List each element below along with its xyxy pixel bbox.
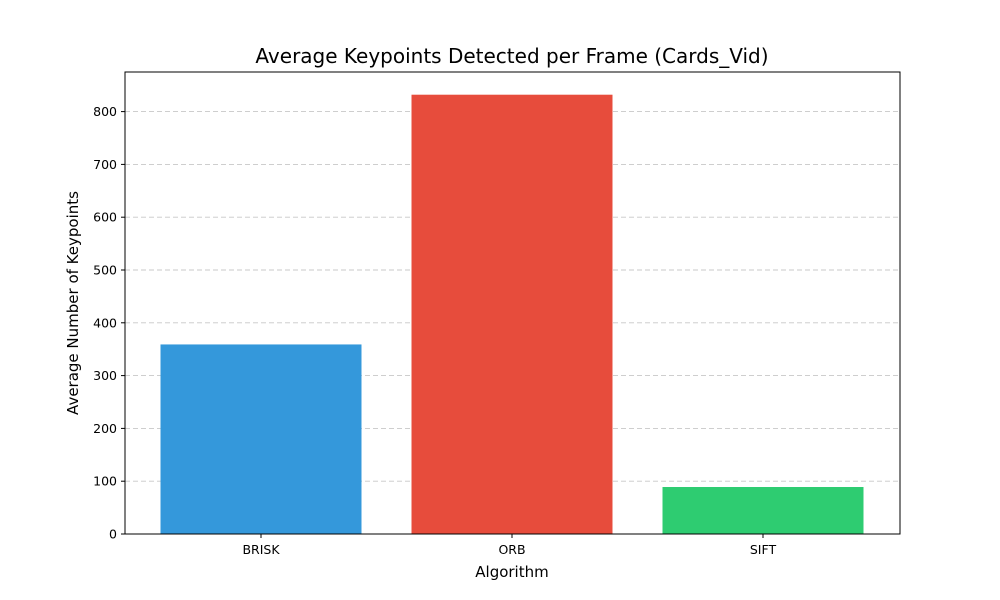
chart-title: Average Keypoints Detected per Frame (Ca… [255, 44, 768, 68]
y-tick-label: 800 [93, 104, 117, 119]
y-axis-ticks: 0 100 200 300 400 500 600 700 800 [93, 104, 125, 542]
bars [160, 94, 864, 534]
bar-brisk [160, 344, 362, 534]
y-tick-label: 300 [93, 368, 117, 383]
y-tick-label: 100 [93, 474, 117, 489]
x-axis-label: Algorithm [475, 563, 548, 581]
bar-orb [411, 94, 613, 534]
y-tick-label: 700 [93, 157, 117, 172]
y-axis-label: Average Number of Keypoints [64, 191, 82, 415]
y-tick-label: 400 [93, 315, 117, 330]
bar-sift [662, 487, 864, 534]
x-tick-label: SIFT [750, 542, 777, 557]
y-tick-label: 200 [93, 421, 117, 436]
y-tick-label: 0 [109, 527, 117, 542]
x-axis-ticks: BRISK ORB SIFT [242, 534, 776, 557]
x-tick-label: ORB [498, 542, 525, 557]
y-tick-label: 600 [93, 210, 117, 225]
x-tick-label: BRISK [242, 542, 280, 557]
y-tick-label: 500 [93, 263, 117, 278]
